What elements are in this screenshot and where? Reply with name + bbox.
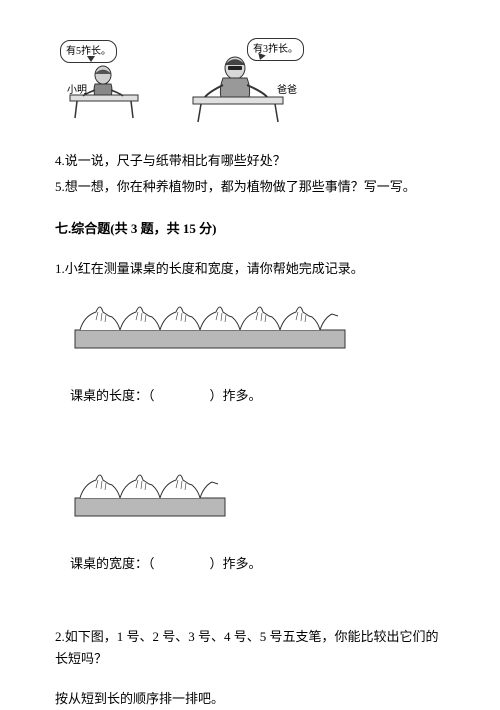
section-title: 七.综合题(共 3 题，共 15 分) xyxy=(55,218,445,240)
question-4: 4.说一说，尺子与纸带相比有哪些好处？ xyxy=(55,150,445,172)
bubble-tail-icon xyxy=(87,56,95,62)
handspan-long-icon xyxy=(70,298,350,353)
label-xiaoming: 小明 xyxy=(67,82,87,99)
desk-length-line: 课桌的长度：（ ）拃多。 xyxy=(70,385,445,407)
width-suffix: ）拃多。 xyxy=(210,556,262,571)
figure-xiaoming: 有5拃长。 小明 xyxy=(65,40,155,120)
length-label: 课桌的长度：（ xyxy=(70,388,155,403)
desk-width-line: 课桌的宽度：（ ）拃多。 xyxy=(70,553,445,575)
illustration-row: 有5拃长。 小明 有3拃长。 爸爸 xyxy=(65,40,445,125)
handspan-short-icon xyxy=(70,466,230,521)
sub-question-1: 1.小红在测量课桌的长度和宽度，请你帮她完成记录。 xyxy=(55,258,445,280)
sub-question-2-line1: 2.如下图，1 号、2 号、3 号、4 号、5 号五支笔，你能比较出它们的长短吗… xyxy=(55,626,445,670)
handspan-diagram-long xyxy=(70,298,445,360)
width-label: 课桌的宽度：（ xyxy=(70,556,155,571)
length-suffix: ）拃多。 xyxy=(210,388,262,403)
handspan-diagram-short xyxy=(70,466,445,528)
question-5: 5.想一想，你在种养植物时，都为植物做了那些事情？写一写。 xyxy=(55,176,445,198)
label-dad: 爸爸 xyxy=(277,82,297,99)
figure-dad: 有3拃长。 爸爸 xyxy=(185,40,305,125)
